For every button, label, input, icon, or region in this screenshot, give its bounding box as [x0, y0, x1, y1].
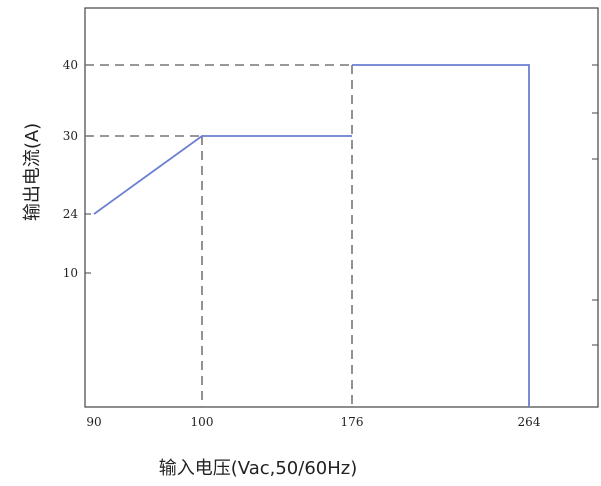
- y-axis-title: 输出电流(A): [22, 123, 43, 221]
- x-tick-labels: 90 100 176 264: [86, 415, 540, 429]
- y-tick-label: 24: [63, 207, 79, 221]
- y-axis-ticks: [85, 64, 91, 274]
- x-tick-label: 176: [341, 415, 364, 429]
- series-lines: [93, 64, 530, 407]
- x-tick-label: 90: [86, 415, 101, 429]
- y-tick-label: 10: [63, 266, 78, 280]
- x-axis-title: 输入电压(Vac,50/60Hz): [159, 458, 357, 479]
- x-tick-label: 264: [518, 415, 541, 429]
- series-line: [93, 135, 352, 215]
- reference-lines: [85, 64, 353, 407]
- y-tick-label: 40: [63, 58, 78, 72]
- plot-frame: [84, 7, 599, 408]
- series-line: [352, 64, 530, 407]
- y-tick-label: 30: [63, 129, 78, 143]
- right-axis-ticks: [592, 64, 598, 346]
- x-tick-label: 100: [191, 415, 214, 429]
- y-tick-labels: 40 30 24 10: [63, 58, 79, 280]
